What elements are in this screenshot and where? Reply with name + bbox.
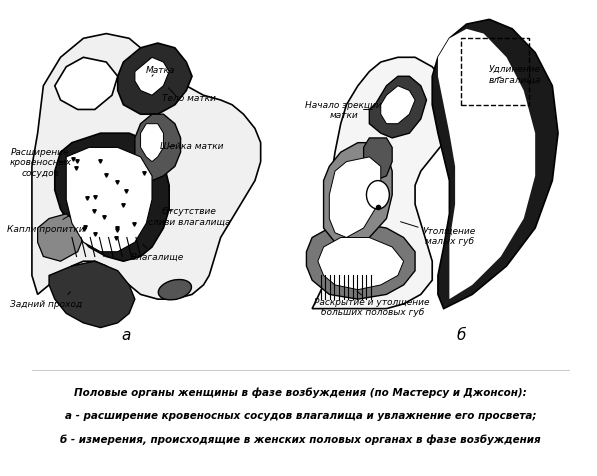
PathPatch shape (318, 238, 404, 290)
Text: Тело матки: Тело матки (162, 94, 216, 103)
PathPatch shape (330, 158, 381, 238)
Text: б - измерения, происходящие в женских половых органах в фазе возбуждения: б - измерения, происходящие в женских по… (60, 434, 541, 445)
Text: а - расширение кровеносных сосудов влагалища и увлажнение его просвета;: а - расширение кровеносных сосудов влага… (65, 410, 537, 420)
PathPatch shape (324, 143, 392, 248)
Text: Удлинение
влагалища: Удлинение влагалища (489, 65, 541, 84)
Text: Раскрытие и утолщение
больших половых губ: Раскрытие и утолщение больших половых гу… (315, 297, 430, 316)
PathPatch shape (49, 262, 135, 328)
PathPatch shape (306, 224, 415, 299)
PathPatch shape (66, 148, 152, 252)
Text: Расширение
кровеносных
сосудов: Расширение кровеносных сосудов (10, 148, 72, 177)
PathPatch shape (432, 20, 558, 309)
Text: Капли пропитки: Капли пропитки (7, 224, 85, 233)
Text: Половые органы женщины в фазе возбуждения (по Мастерсу и Джонсон):: Половые органы женщины в фазе возбуждени… (74, 387, 527, 397)
PathPatch shape (118, 44, 192, 115)
Text: б: б (456, 327, 466, 343)
Text: Начало эрекции
матки: Начало эрекции матки (305, 100, 382, 120)
Text: Матка: Матка (146, 66, 176, 75)
PathPatch shape (135, 115, 181, 181)
PathPatch shape (135, 58, 169, 96)
PathPatch shape (438, 30, 535, 299)
Ellipse shape (367, 181, 389, 209)
PathPatch shape (38, 214, 84, 262)
PathPatch shape (364, 139, 392, 181)
Text: Шейка матки: Шейка матки (160, 141, 224, 150)
Text: Утолщение
малых губ: Утолщение малых губ (423, 226, 476, 245)
Ellipse shape (158, 280, 192, 300)
Text: Задний проход: Задний проход (10, 300, 82, 309)
PathPatch shape (32, 35, 261, 299)
PathPatch shape (55, 134, 169, 262)
PathPatch shape (55, 58, 118, 110)
PathPatch shape (140, 124, 164, 162)
PathPatch shape (381, 87, 415, 124)
PathPatch shape (312, 58, 450, 309)
Text: Отсутствие
слизи влагалища: Отсутствие слизи влагалища (148, 207, 230, 227)
PathPatch shape (370, 77, 426, 139)
Text: Влагалище: Влагалище (131, 252, 184, 261)
Text: а: а (122, 327, 131, 343)
